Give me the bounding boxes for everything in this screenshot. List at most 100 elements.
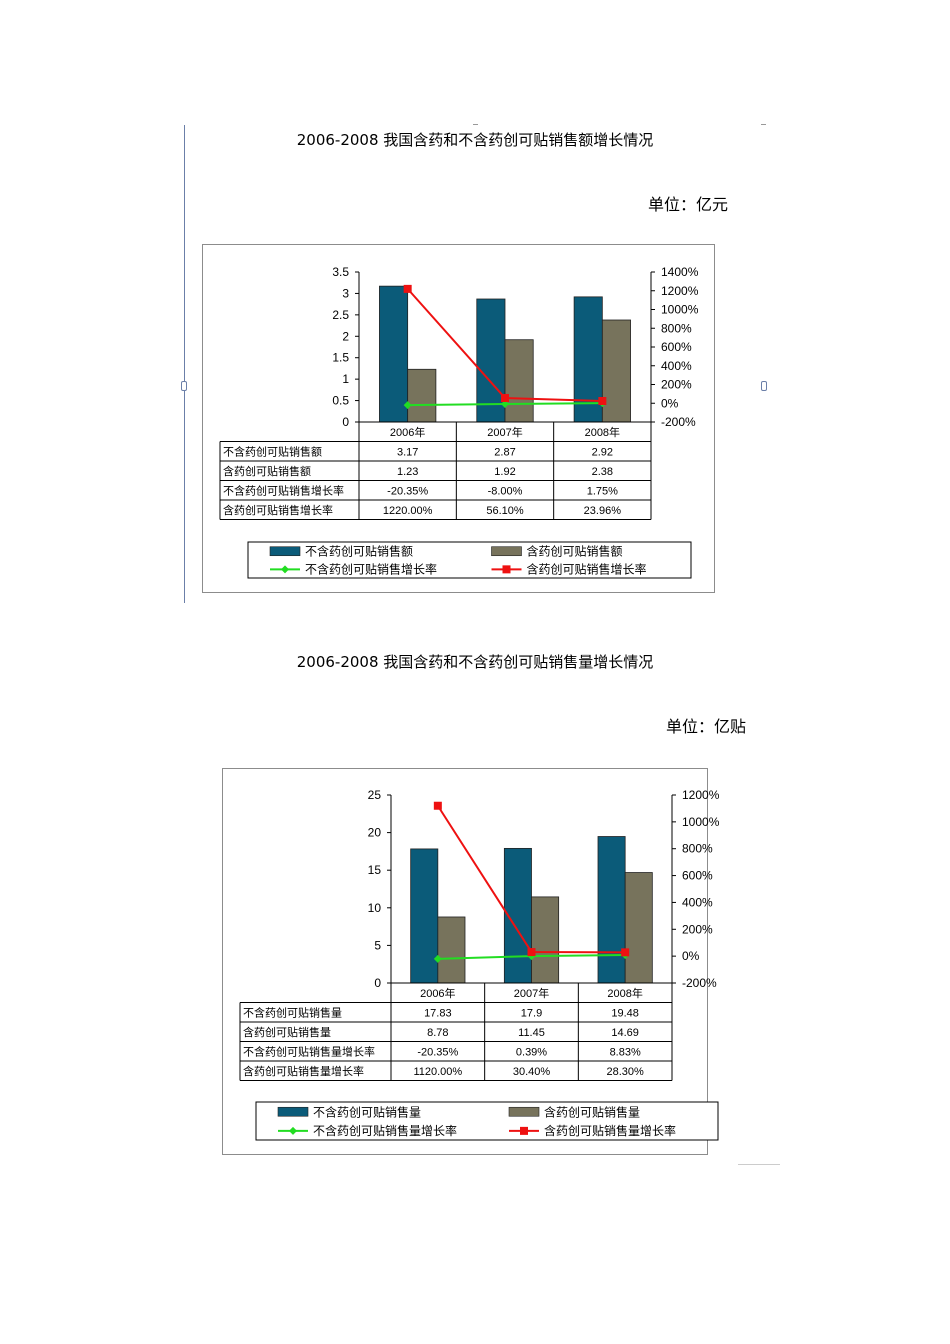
legend-label: 不含药创可贴销售额	[305, 544, 413, 559]
chart-1-frame: 3.5 3 2.5 2 1.5 1 0.5 0 1400% 1200% 1000% 800% 600% 4…	[202, 244, 715, 593]
table-cell: 1.23	[397, 466, 418, 478]
page-footer-mark	[738, 1164, 780, 1165]
table-cell: 14.69	[611, 1027, 639, 1039]
bar-series2	[504, 339, 534, 423]
right-axis-tick-label: 400%	[661, 359, 692, 373]
table-cell: 0.39%	[516, 1047, 547, 1059]
left-axis-tick-label: 1	[342, 372, 349, 386]
left-axis-tick-label: 2.5	[332, 308, 349, 322]
right-axis-tick-label: 0%	[661, 396, 679, 410]
left-axis-tick-label: 2	[342, 329, 349, 343]
table-cell: 23.96%	[584, 505, 622, 517]
table-row-label: 含药创可贴销售量增长率	[243, 1064, 364, 1078]
right-axis-tick-label: 600%	[661, 340, 692, 354]
point-marker-square	[598, 397, 607, 406]
category-label: 2006年	[420, 986, 455, 1000]
category-label: 2008年	[607, 986, 642, 1000]
table-row-label: 含药创可贴销售增长率	[223, 503, 333, 517]
chart-2-svg: 25 20 15 10 5 0 1200% 1000% 800% 600% 400% 200% 0% -2…	[239, 788, 720, 1141]
table-cell: 19.48	[611, 1008, 639, 1020]
right-axis-tick-label: 200%	[661, 378, 692, 392]
selection-mark-corner	[761, 124, 766, 125]
resize-handle-right[interactable]	[761, 381, 767, 391]
left-axis-tick-label: 3	[342, 286, 349, 300]
legend-label: 不含药创可贴销售量	[313, 1104, 421, 1119]
left-axis-tick-label: 0.5	[332, 394, 349, 408]
table-cell: 17.83	[424, 1008, 452, 1020]
table-row-label: 不含药创可贴销售增长率	[223, 484, 344, 498]
right-axis-tick-label: 1400%	[661, 265, 699, 279]
point-marker-square	[527, 948, 536, 957]
left-axis-tick-label: 0	[342, 415, 349, 429]
right-axis-tick-label: 1000%	[682, 815, 720, 829]
left-axis-tick-label: 1.5	[332, 351, 349, 365]
right-axis-tick-label: -200%	[682, 976, 717, 990]
category-label: 2006年	[390, 425, 425, 439]
resize-handle-left[interactable]	[181, 381, 187, 391]
table-row-label: 不含药创可贴销售量	[243, 1006, 342, 1020]
right-axis-tick-label: 1200%	[682, 788, 720, 802]
point-marker-square	[621, 948, 630, 957]
table-cell: 2.92	[592, 447, 613, 459]
legend-label: 不含药创可贴销售增长率	[305, 561, 437, 576]
point-marker-square	[501, 393, 509, 402]
legend-swatch-bar	[277, 1106, 309, 1117]
table-cell: -20.35%	[417, 1047, 458, 1059]
right-axis-tick-label: 800%	[682, 842, 713, 856]
left-axis-tick-label: 0	[374, 976, 381, 990]
right-axis-tick-label: 600%	[682, 869, 713, 883]
point-marker-diamond	[403, 401, 412, 410]
chart-1-unit-label: 单位：亿元	[648, 195, 729, 214]
legend-label: 含药创可贴销售量增长率	[544, 1123, 676, 1138]
left-axis-tick-label: 20	[368, 826, 382, 840]
table-cell: 11.45	[518, 1027, 545, 1039]
table-cell: 3.17	[397, 447, 418, 459]
table-cell: 8.78	[427, 1027, 448, 1039]
legend-swatch-bar	[269, 546, 301, 557]
right-axis-tick-label: 400%	[682, 895, 713, 909]
legend-marker-square	[520, 1126, 528, 1135]
left-axis-tick-label: 25	[368, 788, 382, 802]
right-axis-tick-label: 800%	[661, 321, 692, 335]
legend-marker-square	[502, 565, 511, 574]
point-marker-diamond	[501, 400, 509, 408]
table-cell: 1.75%	[587, 486, 618, 498]
table-cell: 28.30%	[607, 1066, 645, 1078]
bar-series1	[476, 298, 506, 423]
chart-2-title: 2006-2008 我国含药和不含药创可贴销售量增长情况	[296, 653, 654, 671]
category-label: 2007年	[514, 986, 549, 1000]
right-axis-tick-label: 1200%	[661, 284, 699, 298]
legend-label: 含药创可贴销售增长率	[527, 561, 647, 576]
bar-series2	[531, 896, 560, 984]
bar-series1	[379, 285, 409, 423]
left-axis-tick-label: 5	[374, 938, 381, 952]
category-label: 2008年	[585, 425, 620, 439]
table-cell: 8.83%	[610, 1047, 641, 1059]
left-axis-tick-label: 10	[368, 901, 382, 915]
table-cell: 2.38	[592, 466, 613, 478]
selection-border-left	[184, 125, 185, 603]
right-axis-tick-label: 0%	[682, 949, 700, 963]
left-axis-tick-label: 15	[368, 863, 382, 877]
table-cell: 2.87	[494, 447, 515, 459]
table-cell: 1220.00%	[383, 505, 433, 517]
legend-swatch-bar	[491, 546, 522, 557]
right-axis-tick-label: 1000%	[661, 303, 699, 317]
legend-marker-diamond	[289, 1126, 297, 1135]
legend-swatch-bar	[508, 1106, 540, 1117]
table-cell: -8.00%	[488, 486, 523, 498]
table-cell: 30.40%	[513, 1066, 551, 1078]
bar-series2	[624, 872, 653, 984]
table-cell: 17.9	[521, 1008, 542, 1020]
chart-2-frame: 25 20 15 10 5 0 1200% 1000% 800% 600% 400% 200% 0% -2…	[222, 768, 720, 1155]
bar-series1	[597, 836, 626, 984]
table-row-label: 不含药创可贴销售量增长率	[243, 1045, 375, 1059]
legend-label: 含药创可贴销售额	[527, 544, 623, 559]
chart-1-svg: 3.5 3 2.5 2 1.5 1 0.5 0 1400% 1200% 1000% 800% 600% 4…	[219, 265, 699, 579]
table-row-label: 含药创可贴销售量	[243, 1025, 331, 1039]
bar-series2	[437, 916, 466, 984]
table-row-label: 含药创可贴销售额	[223, 464, 311, 478]
chart-1-title: 2006-2008 我国含药和不含药创可贴销售额增长情况	[296, 131, 654, 149]
bar-series2	[601, 319, 631, 423]
table-cell: 56.10%	[486, 505, 524, 517]
